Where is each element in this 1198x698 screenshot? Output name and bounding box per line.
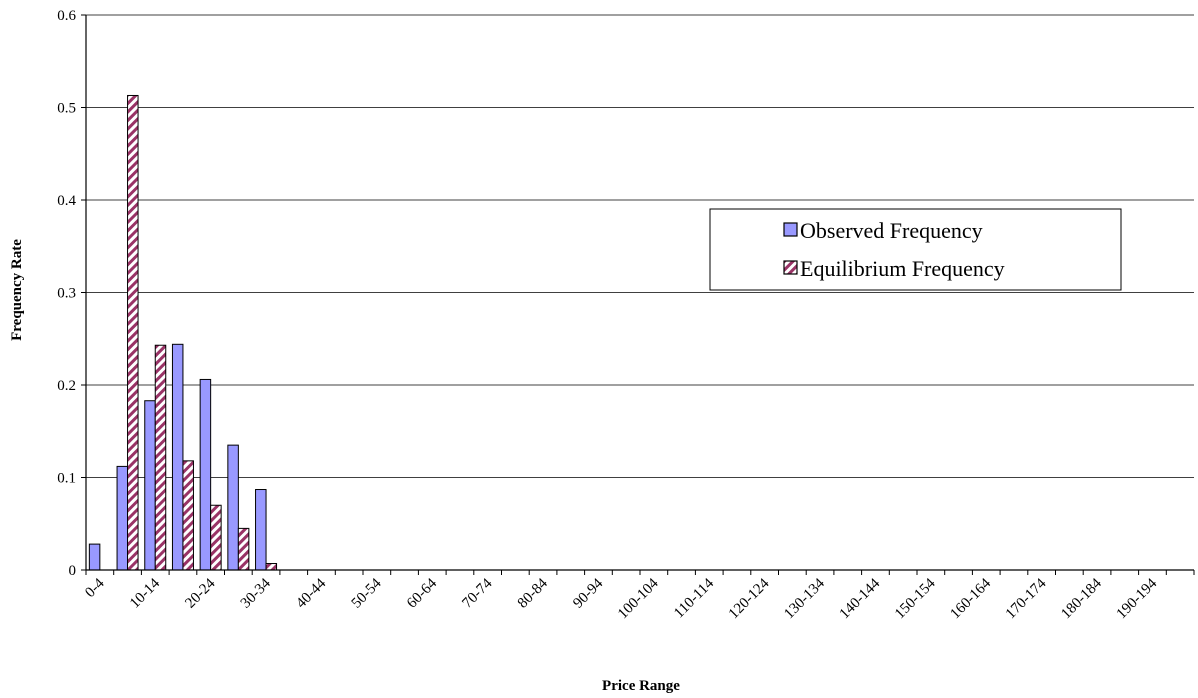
- y-tick-label: 0.4: [57, 193, 76, 209]
- legend-label-equilibrium: Equilibrium Frequency: [800, 256, 1005, 281]
- x-axis-title: Price Range: [602, 678, 680, 694]
- y-tick-label: 0.6: [57, 8, 76, 24]
- x-tick-label: 60-64: [404, 575, 440, 611]
- axes: [81, 14, 1195, 575]
- legend-swatch-equilibrium: [783, 260, 798, 275]
- x-tick-label: 30-34: [238, 575, 274, 611]
- bar-observed: [227, 444, 239, 571]
- x-tick-label: 40-44: [293, 575, 329, 611]
- bar-equilibrium: [237, 527, 250, 571]
- x-tick-label: 180-184: [1058, 575, 1105, 622]
- x-tick-label: 0-4: [82, 575, 108, 601]
- x-tick-label: 90-94: [570, 575, 606, 611]
- bar-observed: [171, 343, 184, 571]
- bar-observed: [144, 400, 156, 571]
- x-tick-label: 150-154: [892, 575, 939, 622]
- x-tick-labels: 0-4 10-14 20-24 30-34 40-44 50-54 60-64 70-74 80…: [82, 575, 1160, 622]
- y-tick-label: 0: [69, 563, 77, 579]
- bar-equilibrium: [210, 504, 222, 571]
- x-tick-label: 190-194: [1114, 575, 1161, 622]
- x-tick-label: 170-174: [1003, 575, 1050, 622]
- bar-equilibrium: [127, 94, 139, 571]
- x-tick-label: 10-14: [127, 575, 163, 611]
- bar-equilibrium: [265, 563, 278, 571]
- x-tick-label: 130-134: [781, 575, 828, 622]
- x-tick-label: 70-74: [459, 575, 495, 611]
- bar-observed: [116, 465, 129, 571]
- bar-observed: [255, 489, 267, 571]
- bar-observed: [199, 378, 212, 571]
- y-tick-label: 0.1: [57, 471, 76, 487]
- y-axis-title: Frequency Rate: [9, 239, 25, 341]
- legend-box: [709, 208, 1122, 291]
- bar-equilibrium: [154, 344, 167, 571]
- x-tick-label: 80-84: [515, 575, 551, 611]
- gridlines: [86, 14, 1194, 478]
- bar-equilibrium: [182, 460, 194, 571]
- legend: Observed Frequency Equilibrium Frequency: [709, 208, 1122, 291]
- y-tick-labels: 0 0.1 0.2 0.3 0.4 0.5 0.6: [57, 8, 76, 579]
- x-tick-label: 120-124: [726, 575, 773, 622]
- y-tick-label: 0.5: [57, 101, 76, 117]
- legend-swatch-observed: [783, 222, 798, 237]
- x-tick-label: 20-24: [182, 575, 218, 611]
- y-tick-label: 0.3: [57, 286, 76, 302]
- x-tick-label: 50-54: [349, 575, 385, 611]
- x-tick-label: 110-114: [671, 575, 717, 621]
- x-tick-label: 140-144: [837, 575, 884, 622]
- bar-observed: [88, 543, 101, 571]
- bars: [88, 94, 278, 571]
- y-tick-label: 0.2: [57, 378, 76, 394]
- legend-label-observed: Observed Frequency: [800, 218, 983, 243]
- x-tick-label: 100-104: [615, 575, 662, 622]
- x-tick-label: 160-164: [947, 575, 994, 622]
